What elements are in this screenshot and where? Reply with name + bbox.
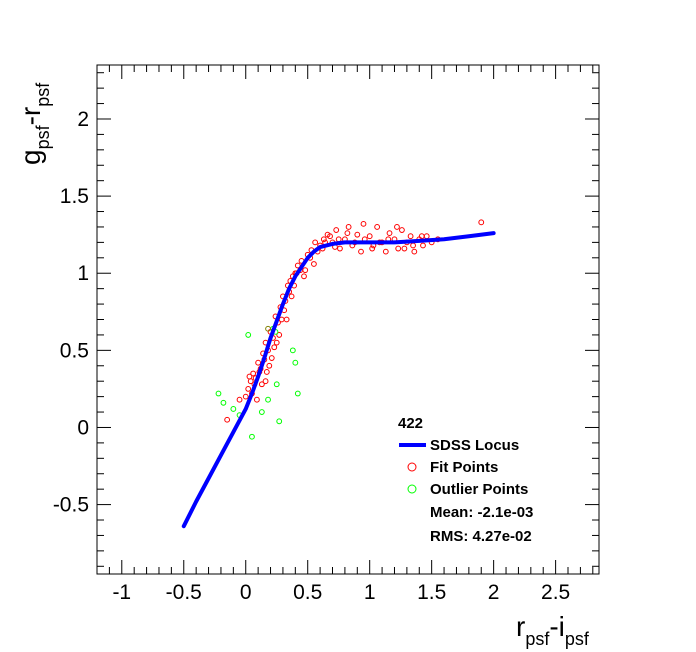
data-marks xyxy=(181,219,496,529)
x-tick-label: 0.5 xyxy=(293,581,322,604)
fit-points-point xyxy=(386,230,393,237)
y-axis-title: gpsf-rpsf xyxy=(15,82,53,165)
x-tick-label: -0.5 xyxy=(166,581,202,604)
y-tick-label: 2 xyxy=(77,108,89,131)
outlier-points-point xyxy=(276,418,283,425)
fit-points-point xyxy=(478,219,485,226)
x-tick-label: 1.5 xyxy=(417,581,446,604)
fit-points-point xyxy=(236,396,243,403)
legend-rms: RMS: 4.27e-02 xyxy=(430,528,532,545)
sdss-locus-line xyxy=(181,231,496,529)
plot-area xyxy=(96,64,600,575)
legend-symbol-outlier-points xyxy=(407,484,417,494)
fit-points-point xyxy=(327,233,333,240)
fit-points-point xyxy=(401,245,408,252)
fit-points-point xyxy=(255,359,262,366)
y-axis-title-main: g xyxy=(15,149,46,165)
fit-points-point xyxy=(273,339,280,346)
fit-points-point xyxy=(242,393,249,400)
legend-header: 422 xyxy=(398,415,423,432)
fit-points-point xyxy=(311,261,317,267)
fit-points-point xyxy=(262,378,269,385)
fit-points-point xyxy=(268,355,275,361)
fit-points-point xyxy=(258,381,265,388)
y-axis-title-mid: -r xyxy=(15,107,46,126)
x-axis-title-sub2: psf xyxy=(565,629,590,649)
x-axis-title-mid: -i xyxy=(549,611,565,642)
outlier-points-point xyxy=(230,406,237,412)
y-tick-label: 1.5 xyxy=(60,185,89,208)
legend-label-fit-points: Fit Points xyxy=(430,459,498,476)
outlier-points-point xyxy=(245,332,252,338)
fit-points-point xyxy=(337,245,343,252)
fit-points-point xyxy=(366,233,373,240)
outlier-points-point xyxy=(215,390,222,397)
y-axis-title-sub2: psf xyxy=(33,82,53,107)
outlier-points-point xyxy=(289,347,296,354)
legend-label-sdss-locus: SDSS Locus xyxy=(430,437,519,454)
fit-points-point xyxy=(253,396,260,403)
x-axis-title-main: r xyxy=(516,611,525,642)
x-tick-label: 0 xyxy=(240,581,252,604)
fit-points-point xyxy=(320,236,327,243)
outlier-points-point xyxy=(292,359,299,366)
legend-label-outlier-points: Outlier Points xyxy=(430,481,528,498)
y-tick-label: -0.5 xyxy=(53,494,89,517)
fit-points-point xyxy=(418,233,425,240)
x-tick-labels: -1 -0.5 0 0.5 1 1.5 2 2.5 xyxy=(112,581,570,604)
fit-points-point xyxy=(224,416,231,423)
fit-points-point xyxy=(271,344,278,351)
fit-points-point xyxy=(344,230,351,237)
fit-points-point xyxy=(250,370,257,377)
outlier-points-point xyxy=(258,409,265,415)
overlap-points-point xyxy=(265,325,271,332)
fit-points-point xyxy=(394,224,400,230)
outlier-points-point xyxy=(220,399,227,406)
x-axis-title-sub1: psf xyxy=(525,629,550,649)
y-tick-label: 0 xyxy=(77,416,89,439)
legend-symbol-fit-points xyxy=(407,462,417,472)
fit-points-point xyxy=(354,231,361,238)
fit-points-point xyxy=(301,273,307,280)
x-tick-label: 2.5 xyxy=(541,581,570,604)
x-tick-label: 2 xyxy=(488,581,500,604)
fit-points-point xyxy=(276,332,283,338)
y-tick-labels: -0.5 0 0.5 1 1.5 2 xyxy=(53,108,89,517)
fit-points-point xyxy=(288,293,295,300)
fit-points-point xyxy=(374,224,381,230)
fit-points-point xyxy=(263,369,270,375)
y-tick-label: 0.5 xyxy=(60,339,89,362)
fit-points-point xyxy=(245,386,252,392)
fit-points-point xyxy=(266,362,273,369)
x-tick-label: 1 xyxy=(364,581,376,604)
fit-points-point xyxy=(420,242,426,249)
axis-ticks xyxy=(97,65,599,574)
legend: 422 SDSS Locus Fit Points Outlier Points… xyxy=(398,415,533,545)
fit-points-point xyxy=(333,227,340,233)
x-tick-label: -1 xyxy=(112,581,131,604)
outlier-points-point xyxy=(249,433,255,440)
x-axis-title: rpsf-ipsf xyxy=(516,611,590,649)
fit-points-point xyxy=(399,227,405,233)
fit-points-point xyxy=(345,224,352,230)
fit-points-point xyxy=(382,248,389,255)
fit-points-point xyxy=(407,233,414,240)
fit-points-point xyxy=(312,239,319,246)
outlier-points-point xyxy=(265,396,271,403)
fit-points-point xyxy=(395,245,402,252)
outlier-points-point xyxy=(294,390,301,397)
fit-points-point xyxy=(246,373,253,380)
outlier-points-point xyxy=(273,381,280,388)
fit-points-point xyxy=(360,220,367,227)
y-axis-title-sub1: psf xyxy=(33,124,53,149)
y-tick-label: 1 xyxy=(77,262,89,285)
fit-points-point xyxy=(358,248,364,255)
fit-points-point xyxy=(369,245,376,252)
legend-mean: Mean: -2.1e-03 xyxy=(430,504,533,521)
fit-points-point xyxy=(411,248,418,255)
fit-points-point xyxy=(283,316,290,323)
